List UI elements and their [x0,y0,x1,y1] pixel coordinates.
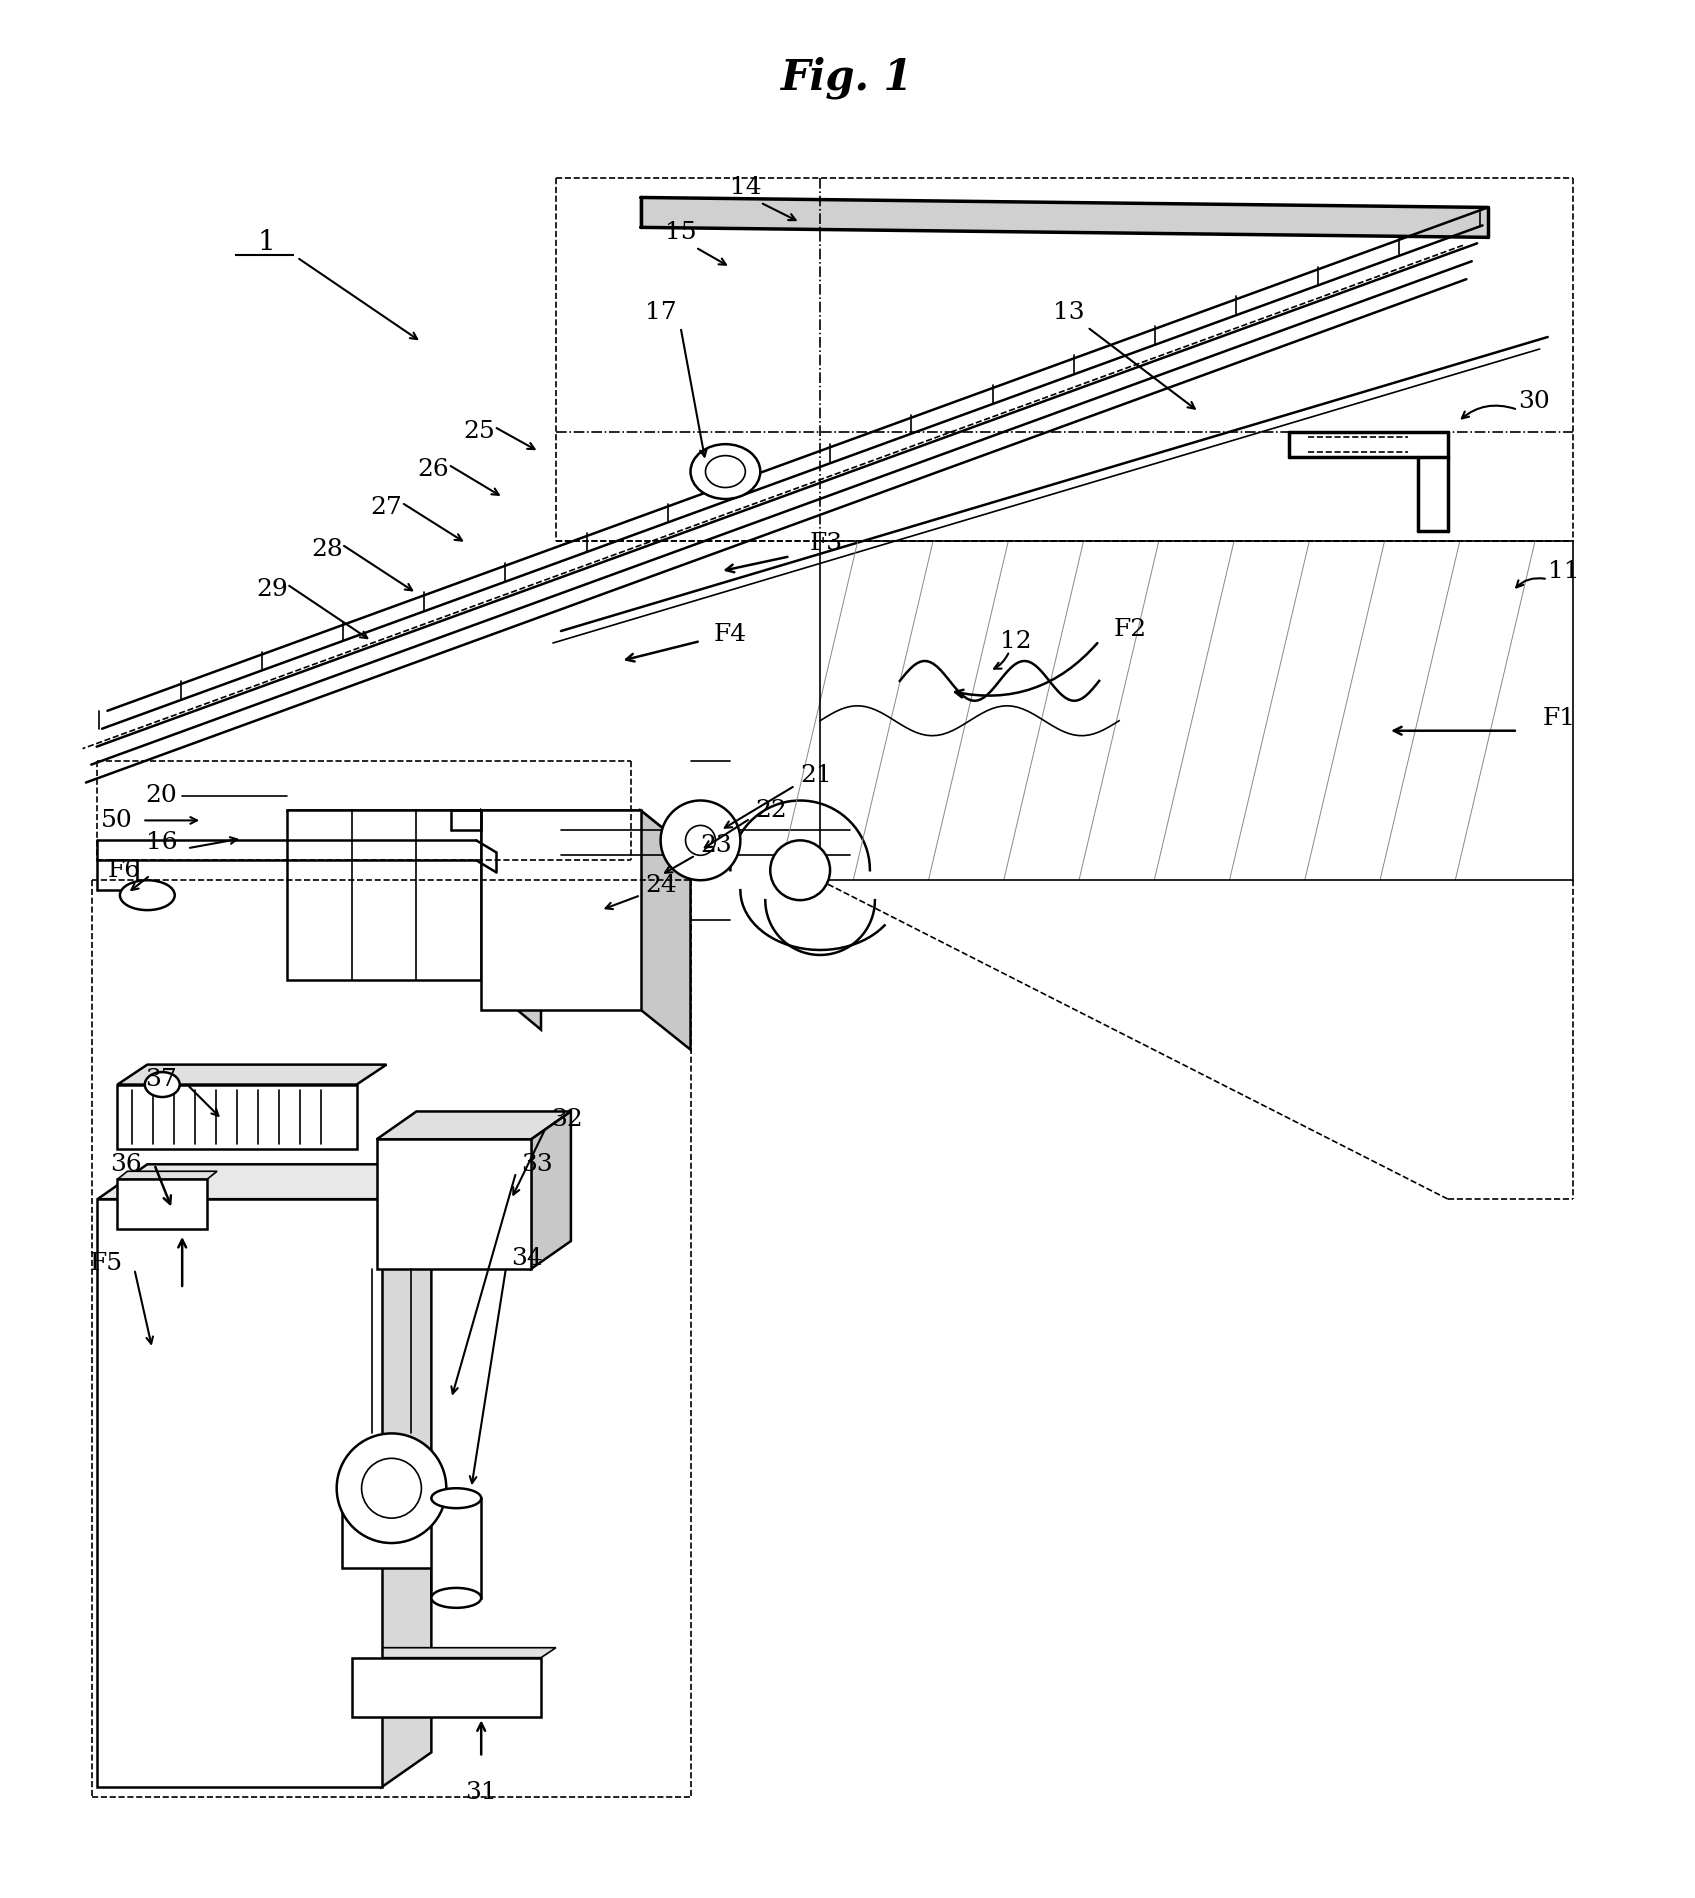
Bar [98,1200,381,1788]
Text: F2: F2 [1114,617,1148,640]
Bar [342,1498,461,1568]
Bar [117,1179,207,1230]
Text: 36: 36 [110,1152,142,1175]
Text: 12: 12 [1000,630,1031,653]
Ellipse shape [661,801,741,881]
Text: Fig. 1: Fig. 1 [781,57,914,99]
Text: 20: 20 [146,784,178,807]
Text: F5: F5 [90,1253,122,1275]
Polygon shape [641,810,690,1050]
Text: 13: 13 [1054,300,1085,323]
Polygon shape [381,1163,431,1788]
Text: 25: 25 [463,419,495,444]
Text: 28: 28 [310,537,342,560]
Ellipse shape [337,1433,446,1543]
Text: 14: 14 [729,177,761,199]
Polygon shape [481,810,541,1031]
Polygon shape [376,1112,571,1139]
Polygon shape [98,1163,431,1200]
Ellipse shape [431,1488,481,1509]
Text: 31: 31 [466,1780,497,1803]
Text: 30: 30 [1517,391,1549,414]
Bar [376,1139,531,1270]
Text: F1: F1 [1542,708,1576,731]
Polygon shape [641,197,1488,237]
Ellipse shape [690,444,761,499]
Polygon shape [351,1647,556,1657]
Bar [431,1498,481,1598]
Ellipse shape [431,1589,481,1608]
Bar [286,810,481,979]
Text: F3: F3 [810,531,842,554]
Text: 23: 23 [700,833,732,856]
Polygon shape [531,1112,571,1270]
Text: 32: 32 [551,1108,583,1131]
Text: 16: 16 [146,831,178,854]
Text: 33: 33 [520,1152,553,1175]
Text: F4: F4 [714,623,746,645]
Text: 24: 24 [646,873,678,896]
Ellipse shape [120,881,175,911]
Text: 29: 29 [256,577,288,600]
Polygon shape [117,1171,217,1179]
Ellipse shape [144,1072,180,1097]
Text: 22: 22 [756,799,786,822]
Bar [351,1657,541,1718]
Text: 50: 50 [100,809,132,831]
Ellipse shape [361,1458,422,1518]
Ellipse shape [770,841,831,900]
Text: 1: 1 [258,230,276,256]
Text: 26: 26 [417,457,449,480]
Polygon shape [286,810,541,860]
Polygon shape [117,1065,386,1084]
Text: 34: 34 [512,1247,542,1270]
Text: F6: F6 [107,858,141,883]
Polygon shape [481,810,690,850]
Bar [117,1084,356,1150]
Ellipse shape [705,456,746,488]
Text: 17: 17 [644,300,676,323]
Text: 27: 27 [371,495,402,518]
Text: 15: 15 [664,220,697,243]
Text: 11: 11 [1548,560,1580,583]
Text: 37: 37 [146,1069,178,1091]
Text: 21: 21 [800,765,832,788]
Bar [481,810,641,1010]
Ellipse shape [685,826,715,856]
